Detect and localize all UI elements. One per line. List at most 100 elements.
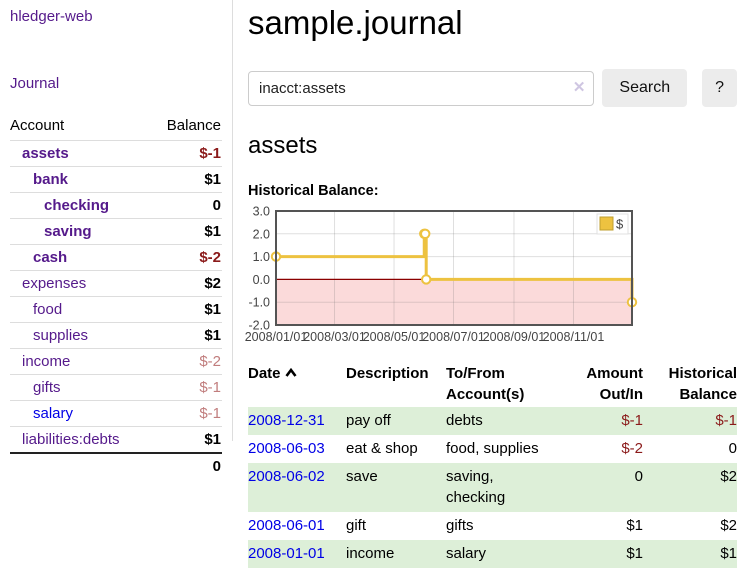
transaction-date-link[interactable]: 2008-06-01 [248,517,325,534]
account-name-cell: supplies [10,322,151,349]
transaction-date-link[interactable]: 2008-06-03 [248,439,325,457]
sidebar: hledger-web Journal Account Balance asse… [0,0,233,479]
svg-text:3.0: 3.0 [253,205,270,219]
account-row: bank $1 [10,166,222,193]
sidebar-account-income[interactable]: income [22,353,71,370]
svg-text:2008/05/01: 2008/05/01 [363,330,426,344]
transaction-description-cell: pay off [346,412,391,429]
transaction-date-link[interactable]: 2008-06-02 [248,467,325,485]
sidebar-account-liabilities-debts[interactable]: liabilities:debts [22,431,120,448]
register-header-amount: Amount Out/In [586,365,643,403]
svg-text:2008/11/01: 2008/11/01 [543,330,605,344]
sidebar-account-balance: $1 [150,322,222,349]
account-name-cell: income [10,348,151,375]
sidebar-account-balance: 0 [150,192,222,219]
transaction-date-cell: 2008-01-01 [248,540,346,568]
account-row: checking 0 [10,192,222,219]
clear-search-icon[interactable]: ✕ [572,78,586,96]
accounts-header-account: Account [10,117,65,134]
account-name-cell: bank [10,166,151,193]
sidebar-account-assets[interactable]: assets [22,145,69,162]
svg-text:2.0: 2.0 [253,227,270,241]
help-button[interactable]: ? [702,69,737,107]
transaction-balance-cell: 0 [728,439,737,457]
sidebar-account-saving[interactable]: saving [44,223,92,240]
svg-text:2008/09/01: 2008/09/01 [483,330,546,344]
register-row: 2008-06-03 eat & shop food, supplies $-2 0 [248,435,737,463]
transaction-accounts-cell: food, supplies [446,439,539,457]
transaction-date-cell: 2008-06-01 [248,512,346,540]
transaction-amount-cell: $1 [626,517,643,534]
register-row: 2008-12-31 pay off debts $-1 $-1 [248,407,737,435]
accounts-table: Account Balance assets $-1 bank $1 checking 0… [10,113,222,479]
register-header-balance: Historical Balance [668,365,737,403]
sort-ascending-icon [284,367,297,377]
account-name-cell: expenses [10,270,151,297]
sidebar-account-checking[interactable]: checking [44,197,110,214]
account-name-cell: saving [10,218,151,245]
account-name-cell: food [10,296,151,323]
sidebar-account-bank[interactable]: bank [33,171,69,188]
account-row: income $-2 [10,348,222,375]
accounts-total-balance: 0 [150,452,222,479]
sidebar-item-journal[interactable]: Journal [10,75,60,92]
account-name-cell: assets [10,140,151,167]
sidebar-account-balance: $1 [150,296,222,323]
brand-link[interactable]: hledger-web [10,8,93,25]
account-row: food $1 [10,296,222,323]
account-row: salary $-1 [10,400,222,427]
account-row: assets $-1 [10,140,222,167]
account-row: liabilities:debts $1 [10,426,222,453]
transaction-description-cell: gift [346,517,367,534]
sidebar-account-balance: $-2 [150,348,222,375]
account-heading: assets [248,132,318,159]
svg-text:0.0: 0.0 [253,273,270,287]
account-name-cell: gifts [10,374,151,401]
transaction-amount-cell: $-1 [621,412,643,429]
sidebar-account-cash[interactable]: cash [33,249,68,266]
svg-text:2008/01/01: 2008/01/01 [245,330,308,344]
chart-title: Historical Balance: [248,183,379,199]
register-row: 2008-06-02 save saving, checking 0 $2 [248,462,737,512]
account-row: expenses $2 [10,270,222,297]
transaction-amount-cell: $-2 [621,439,643,457]
sidebar-account-gifts[interactable]: gifts [33,379,61,396]
register-header-description: Description [346,365,429,382]
historical-balance-chart: $3.0 2.0 1.0 0.0 -1.0 -2.0 2008/01/01 2008/03/0… [245,205,737,347]
transaction-date-link[interactable]: 2008-01-01 [248,544,325,562]
sidebar-account-salary[interactable]: salary [33,405,74,422]
account-row: gifts $-1 [10,374,222,401]
account-row: saving $1 [10,218,222,245]
svg-text:-2.0: -2.0 [248,319,270,333]
sidebar-account-food[interactable]: food [33,301,63,318]
accounts-header-balance: Balance [166,117,221,134]
transaction-date-cell: 2008-06-03 [248,435,346,463]
sidebar-account-supplies[interactable]: supplies [33,327,89,344]
sidebar-account-balance: $-2 [150,244,222,271]
main-content: sample.journal ✕ Search ? assets Histori… [245,0,737,568]
sidebar-account-balance: $-1 [150,140,222,167]
transaction-amount-cell: 0 [634,467,643,485]
transaction-balance-cell: $-1 [715,412,737,429]
account-row: cash $-2 [10,244,222,271]
sidebar-account-expenses[interactable]: expenses [22,275,87,292]
page-title: sample.journal [248,4,463,41]
sidebar-account-balance: $-1 [150,400,222,427]
register-row: 2008-06-01 gift gifts $1 $2 [248,512,737,540]
transaction-date-link[interactable]: 2008-12-31 [248,412,325,429]
search-button[interactable]: Search [602,69,688,107]
register-header-date[interactable]: Date [248,361,346,407]
account-name-cell: checking [10,192,151,219]
register-header-accounts: To/From Account(s) [446,365,525,403]
sidebar-account-balance: $1 [150,426,222,453]
sidebar-account-balance: $1 [150,218,222,245]
sidebar-account-balance: $-1 [150,374,222,401]
sidebar-account-balance: $1 [150,166,222,193]
transaction-amount-cell: $1 [626,544,643,562]
transaction-balance-cell: $1 [720,544,737,562]
svg-text:-1.0: -1.0 [248,296,270,310]
search-input[interactable] [248,70,595,106]
transaction-description-cell: income [346,544,395,562]
transaction-description-cell: save [346,467,378,485]
balance-chart-svg: $3.0 2.0 1.0 0.0 -1.0 -2.02008/01/012008/03/0… [245,205,638,344]
